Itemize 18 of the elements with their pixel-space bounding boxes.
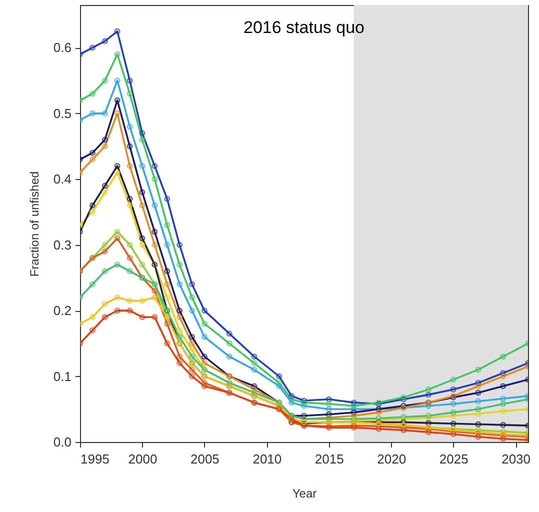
y-tick-label: 0.4 — [53, 172, 72, 187]
y-tick-label: 0.6 — [53, 40, 72, 56]
x-tick-label: 2010 — [252, 452, 282, 466]
y-tick-label: 0.2 — [53, 303, 72, 318]
y-tick-label: 0.5 — [53, 106, 72, 121]
x-tick-label: 2020 — [377, 452, 406, 466]
y-axis-title: Fraction of unfished — [27, 171, 42, 277]
x-tick-label: 2030 — [502, 452, 531, 466]
x-tick-label: 2015 — [314, 452, 344, 466]
x-tick-label: 1995 — [80, 452, 110, 466]
x-axis-title: Year — [292, 486, 317, 500]
x-tick-label: 2025 — [439, 452, 468, 466]
x-tick-label: 2000 — [128, 452, 158, 466]
y-tick-label: 0.3 — [53, 237, 72, 252]
y-tick-label: 0.0 — [53, 434, 72, 450]
x-tick-label: 2005 — [190, 452, 220, 466]
text: 2016 status quo — [244, 18, 364, 37]
y-tick-label: 0.1 — [53, 368, 72, 384]
